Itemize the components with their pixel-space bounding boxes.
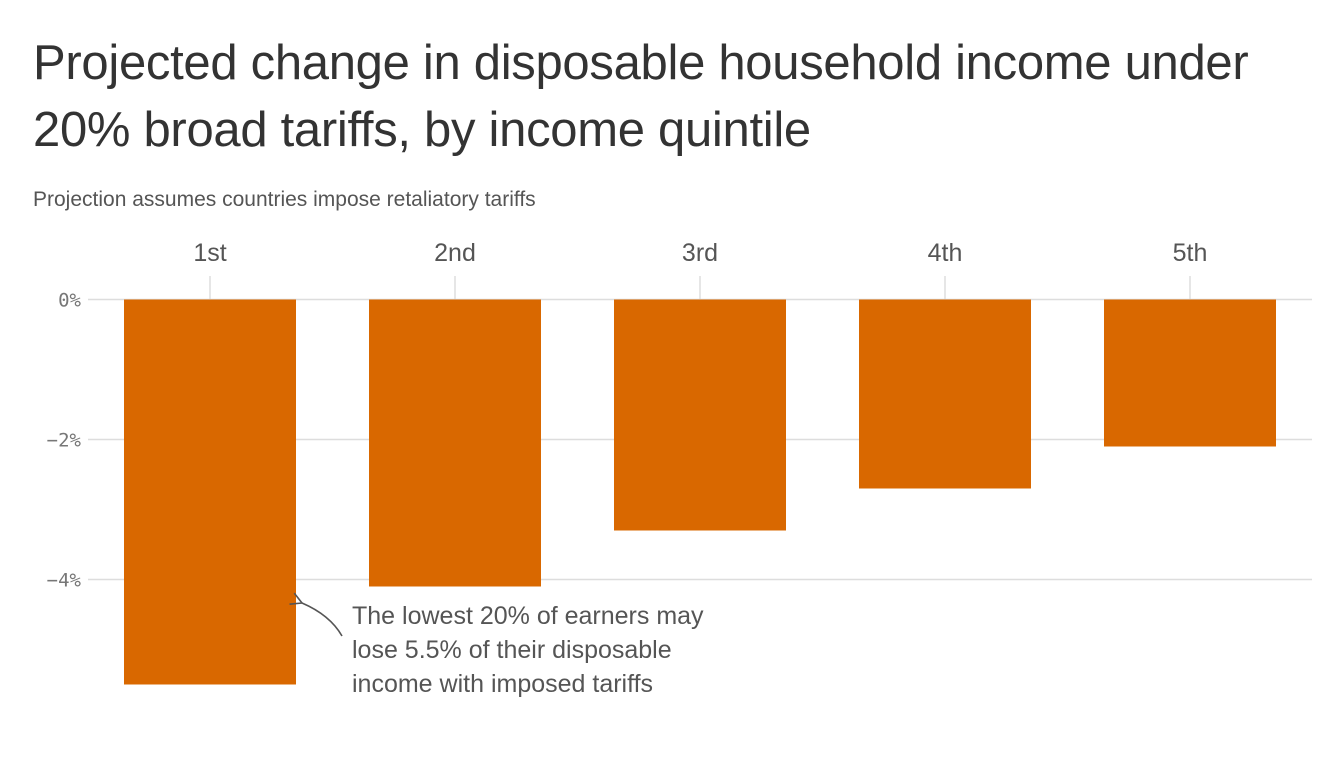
category-label: 2nd [434,239,476,267]
category-label: 5th [1173,239,1208,267]
bar-1st [124,299,296,685]
category-label: 4th [928,239,963,267]
y-tick-label: −4% [47,570,82,592]
chart-title: Projected change in disposable household… [33,36,1249,157]
bar-2nd [369,299,541,587]
chart-subtitle: Projection assumes countries impose reta… [33,188,536,211]
bar-4th [859,299,1031,489]
category-label: 1st [193,239,226,267]
y-tick-label: −2% [47,430,82,452]
bar-3rd [614,299,786,531]
annotation-text: The lowest 20% of earners may [352,602,704,630]
annotation-text: lose 5.5% of their disposable [352,636,672,664]
category-label: 3rd [682,239,718,267]
y-tick-label: 0% [58,290,81,312]
annotation-text: income with imposed tariffs [352,670,653,698]
bar-5th [1104,299,1276,447]
annotation-arrow [302,603,343,637]
